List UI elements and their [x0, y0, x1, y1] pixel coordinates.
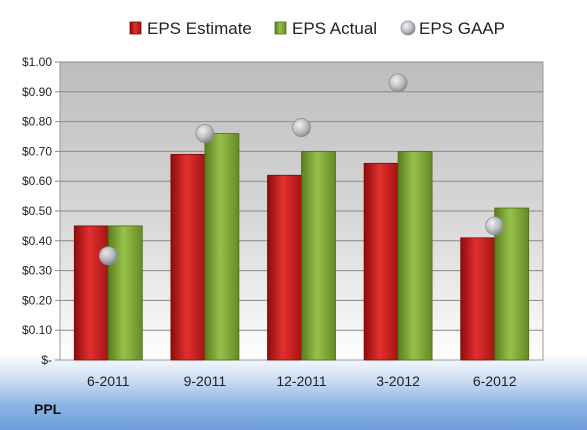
bar-eps-estimate-6-2012 [460, 237, 496, 361]
marker-eps-gaap-3-2012 [388, 73, 408, 93]
bar-eps-estimate-6-2011 [73, 225, 109, 361]
y-tick-label: $- [41, 353, 52, 367]
y-axis-ticks: $- $0.10 $0.20 $0.30 $0.40 $0.50 $0.60 $0.70 $0.… [22, 55, 60, 367]
y-tick-label: $0.70 [22, 144, 52, 158]
y-tick-label: $0.60 [22, 174, 52, 188]
marker-eps-gaap-9-2011 [195, 124, 215, 143]
y-tick-label: $0.30 [22, 264, 52, 278]
x-tick-label: 12-2011 [276, 373, 327, 389]
y-tick-label: $0.40 [22, 234, 52, 248]
x-axis-labels: 6-2011 9-2011 12-2011 3-2012 6-2012 [87, 373, 517, 389]
y-tick-label: $0.20 [22, 293, 52, 307]
legend: EPS Estimate EPS Actual EPS GAAP [129, 19, 505, 38]
bar-eps-actual-6-2011 [107, 225, 143, 361]
bar-eps-estimate-3-2012 [363, 162, 399, 361]
bar-eps-estimate-9-2011 [170, 153, 206, 361]
bar-eps-actual-9-2011 [204, 133, 240, 361]
bar-eps-actual-12-2011 [301, 150, 336, 361]
y-tick-label: $0.90 [22, 85, 52, 99]
y-tick-label: $0.80 [22, 115, 52, 129]
legend-swatch-eps-gaap [400, 20, 416, 36]
x-tick-label: 6-2012 [473, 373, 517, 389]
x-tick-label: 6-2011 [87, 373, 130, 389]
y-tick-label: $0.50 [22, 204, 52, 218]
x-tick-label: 3-2012 [376, 373, 420, 389]
legend-swatch-eps-actual [274, 21, 287, 35]
legend-label-eps-gaap: EPS GAAP [419, 19, 505, 38]
company-label: PPL [34, 401, 62, 417]
y-tick-label: $0.10 [22, 323, 52, 337]
marker-eps-gaap-6-2012 [485, 216, 505, 236]
legend-label-eps-actual: EPS Actual [292, 19, 377, 38]
bar-eps-actual-3-2012 [397, 150, 433, 361]
y-tick-label: $1.00 [22, 55, 52, 69]
bars [73, 133, 530, 361]
legend-swatch-eps-estimate [129, 21, 142, 35]
bar-eps-estimate-12-2011 [267, 174, 302, 361]
marker-eps-gaap-6-2011 [98, 246, 118, 266]
marker-eps-gaap-12-2011 [292, 118, 311, 137]
gaap-markers [98, 73, 505, 266]
legend-label-eps-estimate: EPS Estimate [147, 19, 252, 38]
x-tick-label: 9-2011 [184, 373, 227, 389]
